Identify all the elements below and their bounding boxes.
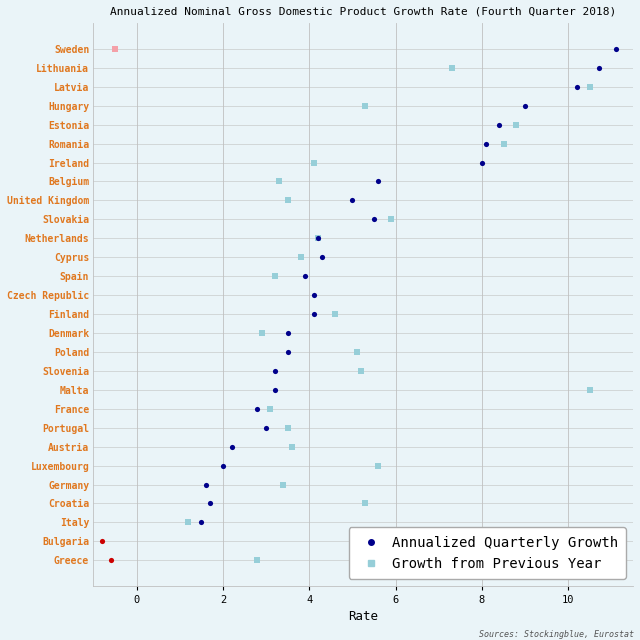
Point	[287, 442, 297, 452]
Point	[330, 309, 340, 319]
Point	[282, 328, 292, 338]
Point	[252, 404, 262, 414]
Point	[218, 460, 228, 470]
Point	[373, 460, 383, 470]
Point	[308, 157, 319, 168]
Point	[269, 385, 280, 395]
Point	[282, 347, 292, 357]
Point	[257, 328, 267, 338]
Point	[227, 442, 237, 452]
Point	[494, 120, 504, 130]
Title: Annualized Nominal Gross Domestic Product Growth Rate (Fourth Quarter 2018): Annualized Nominal Gross Domestic Produc…	[110, 7, 616, 17]
Point	[97, 536, 107, 547]
Point	[200, 479, 211, 490]
Point	[282, 422, 292, 433]
Point	[593, 63, 604, 73]
Point	[308, 309, 319, 319]
Point	[196, 517, 207, 527]
Point	[351, 347, 362, 357]
Point	[317, 252, 327, 262]
Point	[274, 177, 284, 187]
Point	[296, 252, 306, 262]
Point	[572, 82, 582, 92]
Point	[261, 422, 271, 433]
Point	[282, 195, 292, 205]
Point	[520, 100, 530, 111]
Point	[585, 385, 595, 395]
Point	[252, 555, 262, 565]
Point	[183, 517, 193, 527]
Point	[278, 479, 289, 490]
Point	[269, 271, 280, 282]
Point	[369, 214, 379, 225]
Point	[360, 499, 371, 509]
Point	[205, 499, 215, 509]
Point	[369, 536, 379, 547]
Legend: Annualized Quarterly Growth, Growth from Previous Year: Annualized Quarterly Growth, Growth from…	[349, 527, 626, 579]
Point	[356, 365, 366, 376]
Point	[265, 404, 275, 414]
Point	[110, 44, 120, 54]
Point	[373, 177, 383, 187]
Point	[499, 138, 509, 148]
Point	[300, 271, 310, 282]
Point	[585, 82, 595, 92]
Point	[313, 233, 323, 243]
Point	[386, 214, 396, 225]
Point	[106, 555, 116, 565]
Text: Sources: Stockingblue, Eurostat: Sources: Stockingblue, Eurostat	[479, 630, 634, 639]
Point	[511, 120, 522, 130]
Point	[360, 100, 371, 111]
Point	[611, 44, 621, 54]
X-axis label: Rate: Rate	[348, 611, 378, 623]
Point	[269, 365, 280, 376]
Point	[313, 233, 323, 243]
Point	[481, 138, 492, 148]
Point	[477, 157, 487, 168]
Point	[348, 195, 358, 205]
Point	[308, 290, 319, 300]
Point	[447, 63, 457, 73]
